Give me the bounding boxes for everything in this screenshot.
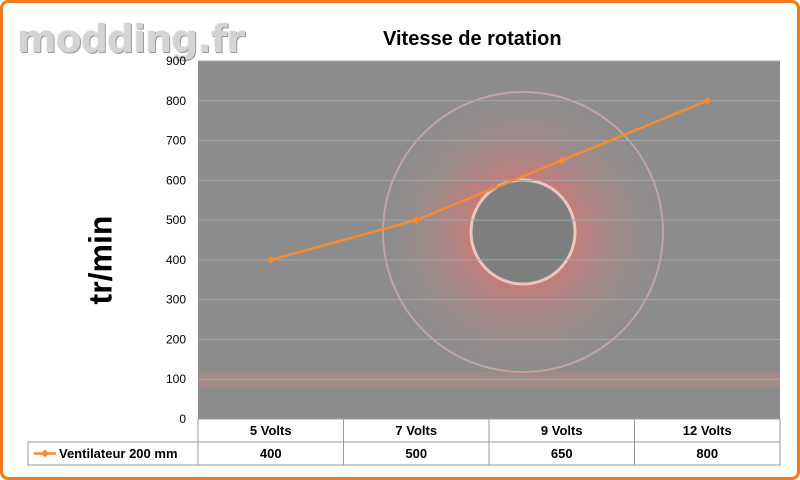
table-value-cell: 650 (551, 446, 573, 461)
data-point (412, 216, 421, 225)
table-value-cell: 500 (405, 446, 427, 461)
table-value-cell: 400 (260, 446, 282, 461)
fan-reflection-image (198, 372, 780, 388)
y-tick-label: 300 (166, 293, 186, 307)
watermark-logo: modding.fr (17, 17, 245, 61)
y-tick-label: 900 (166, 54, 186, 68)
y-tick-label: 700 (166, 134, 186, 148)
series-line (270, 99, 708, 262)
x-category-label: 7 Volts (395, 423, 437, 438)
legend-series-label: Ventilateur 200 mm (59, 446, 178, 461)
y-tick-label: 100 (166, 372, 186, 386)
chart-title: Vitesse de rotation (383, 28, 562, 50)
x-category-label: 5 Volts (250, 423, 292, 438)
data-point (266, 255, 275, 264)
y-tick-label: 200 (166, 332, 186, 346)
y-tick-label: 600 (166, 173, 186, 187)
legend-marker-swatch (41, 449, 49, 458)
fan-hub-image (469, 178, 577, 286)
y-tick-label: 0 (179, 412, 186, 426)
x-category-label: 12 Volts (683, 423, 732, 438)
y-tick-label: 400 (166, 253, 186, 267)
y-tick-label: 500 (166, 213, 186, 227)
data-point (703, 96, 712, 105)
fan-ring-image (382, 91, 664, 373)
table-series-row (27, 441, 781, 466)
y-tick-label: 800 (166, 94, 186, 108)
data-point (557, 156, 566, 165)
table-value-cell: 800 (696, 446, 718, 461)
x-category-label: 9 Volts (541, 423, 583, 438)
